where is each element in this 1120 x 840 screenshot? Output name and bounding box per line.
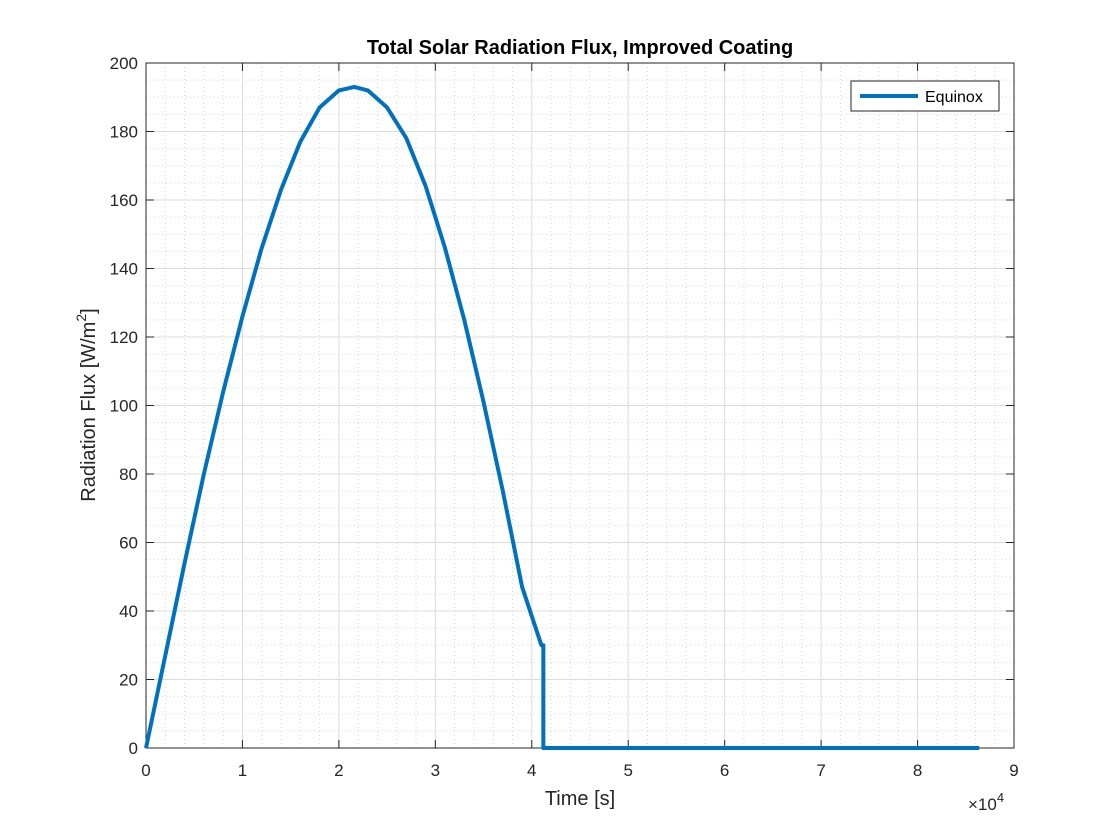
x-tick-label: 0 <box>141 761 150 780</box>
x-tick-label: 9 <box>1009 761 1018 780</box>
y-tick-labels: 0 20 40 60 80 100 120 140 160 180 200 <box>110 54 138 758</box>
legend-label-equinox: Equinox <box>925 89 983 106</box>
y-axis-label-sup: 2 <box>73 314 89 322</box>
chart-title: Total Solar Radiation Flux, Improved Coa… <box>367 37 793 59</box>
x-exponent: ×104 <box>968 790 1004 814</box>
x-axis-label: Time [s] <box>545 788 615 810</box>
y-tick-label: 100 <box>110 397 138 416</box>
x-tick-label: 6 <box>720 761 729 780</box>
x-tick-label: 2 <box>334 761 343 780</box>
x-tick-label: 5 <box>623 761 632 780</box>
x-tick-label: 4 <box>527 761 536 780</box>
y-axis-label-close: ] <box>78 308 100 314</box>
x-tick-labels: 0 1 2 3 4 5 6 7 8 9 <box>141 761 1018 780</box>
y-tick-label: 180 <box>110 123 138 142</box>
x-tick-label: 3 <box>431 761 440 780</box>
y-axis-label-main: Radiation Flux [W/m <box>78 322 100 502</box>
y-tick-label: 120 <box>110 328 138 347</box>
y-tick-label: 140 <box>110 260 138 279</box>
y-tick-label: 80 <box>119 465 138 484</box>
x-exponent-base: ×10 <box>968 795 997 814</box>
y-tick-label: 0 <box>129 739 138 758</box>
y-tick-label: 20 <box>119 671 138 690</box>
x-tick-label: 1 <box>238 761 247 780</box>
series-line-equinox <box>144 84 980 750</box>
axis-ticks <box>145 62 1015 749</box>
y-tick-label: 60 <box>119 534 138 553</box>
series-layer <box>144 84 980 750</box>
y-tick-label: 200 <box>110 54 138 73</box>
y-axis-label: Radiation Flux [W/m2] <box>73 308 100 501</box>
x-tick-label: 7 <box>816 761 825 780</box>
y-tick-label: 160 <box>110 191 138 210</box>
x-exponent-power: 4 <box>997 790 1004 805</box>
legend: Equinox <box>850 80 1000 112</box>
y-tick-label: 40 <box>119 602 138 621</box>
x-tick-label: 8 <box>913 761 922 780</box>
